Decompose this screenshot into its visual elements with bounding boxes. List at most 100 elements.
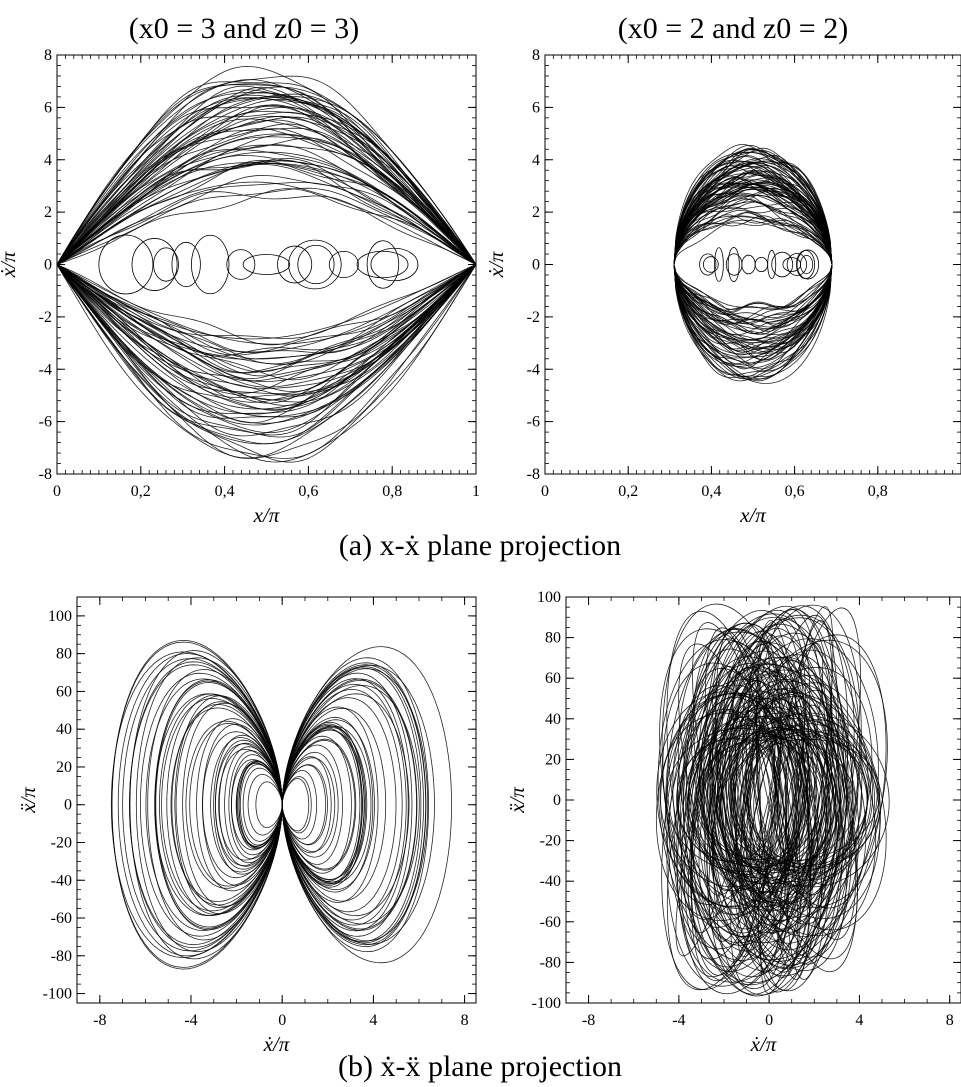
- trajectory-curve: [281, 664, 435, 945]
- trajectory-curve: [255, 781, 283, 828]
- y-tick-label: 0: [64, 797, 72, 814]
- trajectory-curve: [673, 160, 833, 265]
- trajectory-curve: [57, 174, 476, 265]
- plot-frame: [544, 54, 961, 475]
- trajectory-curve: [281, 727, 361, 882]
- y-tick-label: 0: [532, 257, 540, 274]
- trajectory-curve: [129, 661, 283, 949]
- chart-panel-4: -8 -4 0 4 8-100-80-60-40-20020406080100ẋ/πẍ/…: [505, 589, 961, 1056]
- title-right: (x0 = 2 and z0 = 2): [618, 12, 848, 45]
- trajectory-curve: [166, 694, 283, 915]
- trajectory-curve: [673, 184, 833, 265]
- trajectory-curve: [698, 654, 839, 946]
- trajectory-curve: [57, 187, 476, 265]
- trajectory-curve: [665, 628, 802, 972]
- chart-panel-1: 0 0,2 0,4 0,6 0,8 1 -8 -6 -4 -2 0 2 4 6 8 x/π ẋ/π: [0, 47, 480, 527]
- trajectory-loop: [800, 255, 814, 274]
- y-tick-label: -80: [540, 954, 561, 971]
- trajectory-curve: [690, 667, 811, 933]
- trajectory-curve: [281, 678, 418, 931]
- trajectory-curve: [673, 264, 833, 329]
- trajectory-curve: [673, 264, 833, 310]
- trajectory-curve: [673, 264, 833, 313]
- trajectory-curve: [673, 144, 833, 265]
- trajectory-curve: [755, 634, 811, 966]
- trajectory-curve: [189, 722, 283, 887]
- x-tick-label: 0,2: [131, 483, 151, 500]
- trajectory-loop: [356, 250, 409, 279]
- trajectory-curve: [57, 264, 476, 381]
- y-tick-label: 6: [44, 99, 52, 116]
- trajectory-curve: [57, 75, 476, 265]
- trajectory-curve: [709, 663, 877, 937]
- y-axis-label: ẋ/π: [0, 251, 20, 278]
- trajectory-curve: [666, 610, 790, 990]
- trajectory-loop: [725, 253, 743, 276]
- trajectory-curve: [57, 98, 476, 265]
- y-tick-label: 8: [44, 47, 52, 64]
- y-tick-label: -20: [540, 833, 561, 850]
- trajectory-curve: [673, 264, 833, 336]
- trajectory-curve: [57, 264, 476, 438]
- trajectory-curve: [57, 264, 476, 388]
- trajectory-loop: [796, 249, 816, 280]
- trajectory-curve: [57, 105, 476, 265]
- chart-panel-2: 0 0,2 0,4 0,6 0,8 -8 -6 -4 -2 0 2 4 6 8 x/π ẋ/π: [484, 47, 961, 527]
- trajectory-loop: [226, 249, 256, 280]
- trajectory-group: [655, 603, 890, 997]
- y-tick-label: 8: [532, 47, 540, 64]
- trajectory-curve: [117, 653, 283, 957]
- y-tick-label: 40: [545, 711, 561, 728]
- y-tick-label: -2: [39, 309, 52, 326]
- trajectory-group: [110, 639, 453, 970]
- y-tick-label: 2: [44, 204, 52, 221]
- trajectory-curve: [673, 147, 833, 265]
- plot-frame: [565, 596, 961, 1004]
- trajectory-curve: [281, 707, 387, 902]
- x-tick-label: 0: [53, 483, 61, 500]
- x-tick-label: 4: [855, 1012, 863, 1029]
- trajectory-curve: [57, 115, 476, 265]
- x-axis-label: ẋ/π: [750, 1032, 777, 1056]
- trajectory-curve: [673, 195, 833, 265]
- trajectory-curve: [673, 189, 833, 265]
- x-tick-label: 0: [278, 1012, 286, 1029]
- y-axis-label: ẍ/π: [16, 787, 40, 814]
- trajectory-curve: [57, 264, 476, 463]
- trajectory-curve: [673, 264, 833, 335]
- trajectory-curve: [710, 724, 787, 876]
- trajectory-curve: [673, 215, 833, 265]
- y-tick-label: -100: [532, 995, 561, 1012]
- caption-b: (b) ẋ-ẍ plane projection: [338, 1050, 622, 1083]
- trajectory-curve: [57, 264, 476, 339]
- trajectory-curve: [171, 704, 283, 906]
- trajectory-curve: [673, 201, 833, 265]
- trajectory-curve: [673, 264, 833, 370]
- trajectory-loop: [153, 247, 179, 282]
- trajectory-curve: [281, 688, 403, 921]
- trajectory-curve: [57, 264, 476, 437]
- trajectory-curve: [673, 158, 833, 265]
- trajectory-curve: [281, 725, 372, 884]
- x-tick-label: -8: [582, 1012, 595, 1029]
- trajectory-curve: [57, 264, 476, 356]
- trajectory-curve: [231, 759, 283, 851]
- trajectory-curve: [110, 651, 283, 958]
- x-tick-label: 0,8: [382, 483, 402, 500]
- trajectory-curve: [57, 159, 476, 265]
- y-tick-label: 6: [532, 99, 540, 116]
- trajectory-curve: [745, 635, 843, 965]
- y-tick-label: 80: [545, 630, 561, 647]
- trajectory-loop: [727, 247, 740, 282]
- y-tick-label: 0: [44, 257, 52, 274]
- trajectory-curve: [111, 641, 283, 968]
- trajectory-curve: [57, 136, 476, 265]
- trajectory-loop: [370, 247, 419, 282]
- trajectory-loop: [297, 244, 335, 285]
- trajectory-curve: [281, 693, 410, 917]
- trajectory-curve: [695, 739, 823, 861]
- trajectory-curve: [281, 697, 397, 913]
- trajectory-curve: [281, 662, 427, 948]
- trajectory-loop: [191, 234, 230, 295]
- title-left: (x0 = 3 and z0 = 3): [129, 12, 359, 45]
